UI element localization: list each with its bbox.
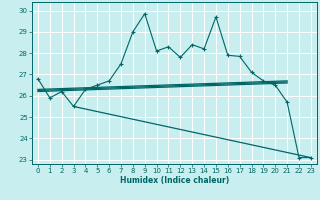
X-axis label: Humidex (Indice chaleur): Humidex (Indice chaleur)	[120, 176, 229, 185]
